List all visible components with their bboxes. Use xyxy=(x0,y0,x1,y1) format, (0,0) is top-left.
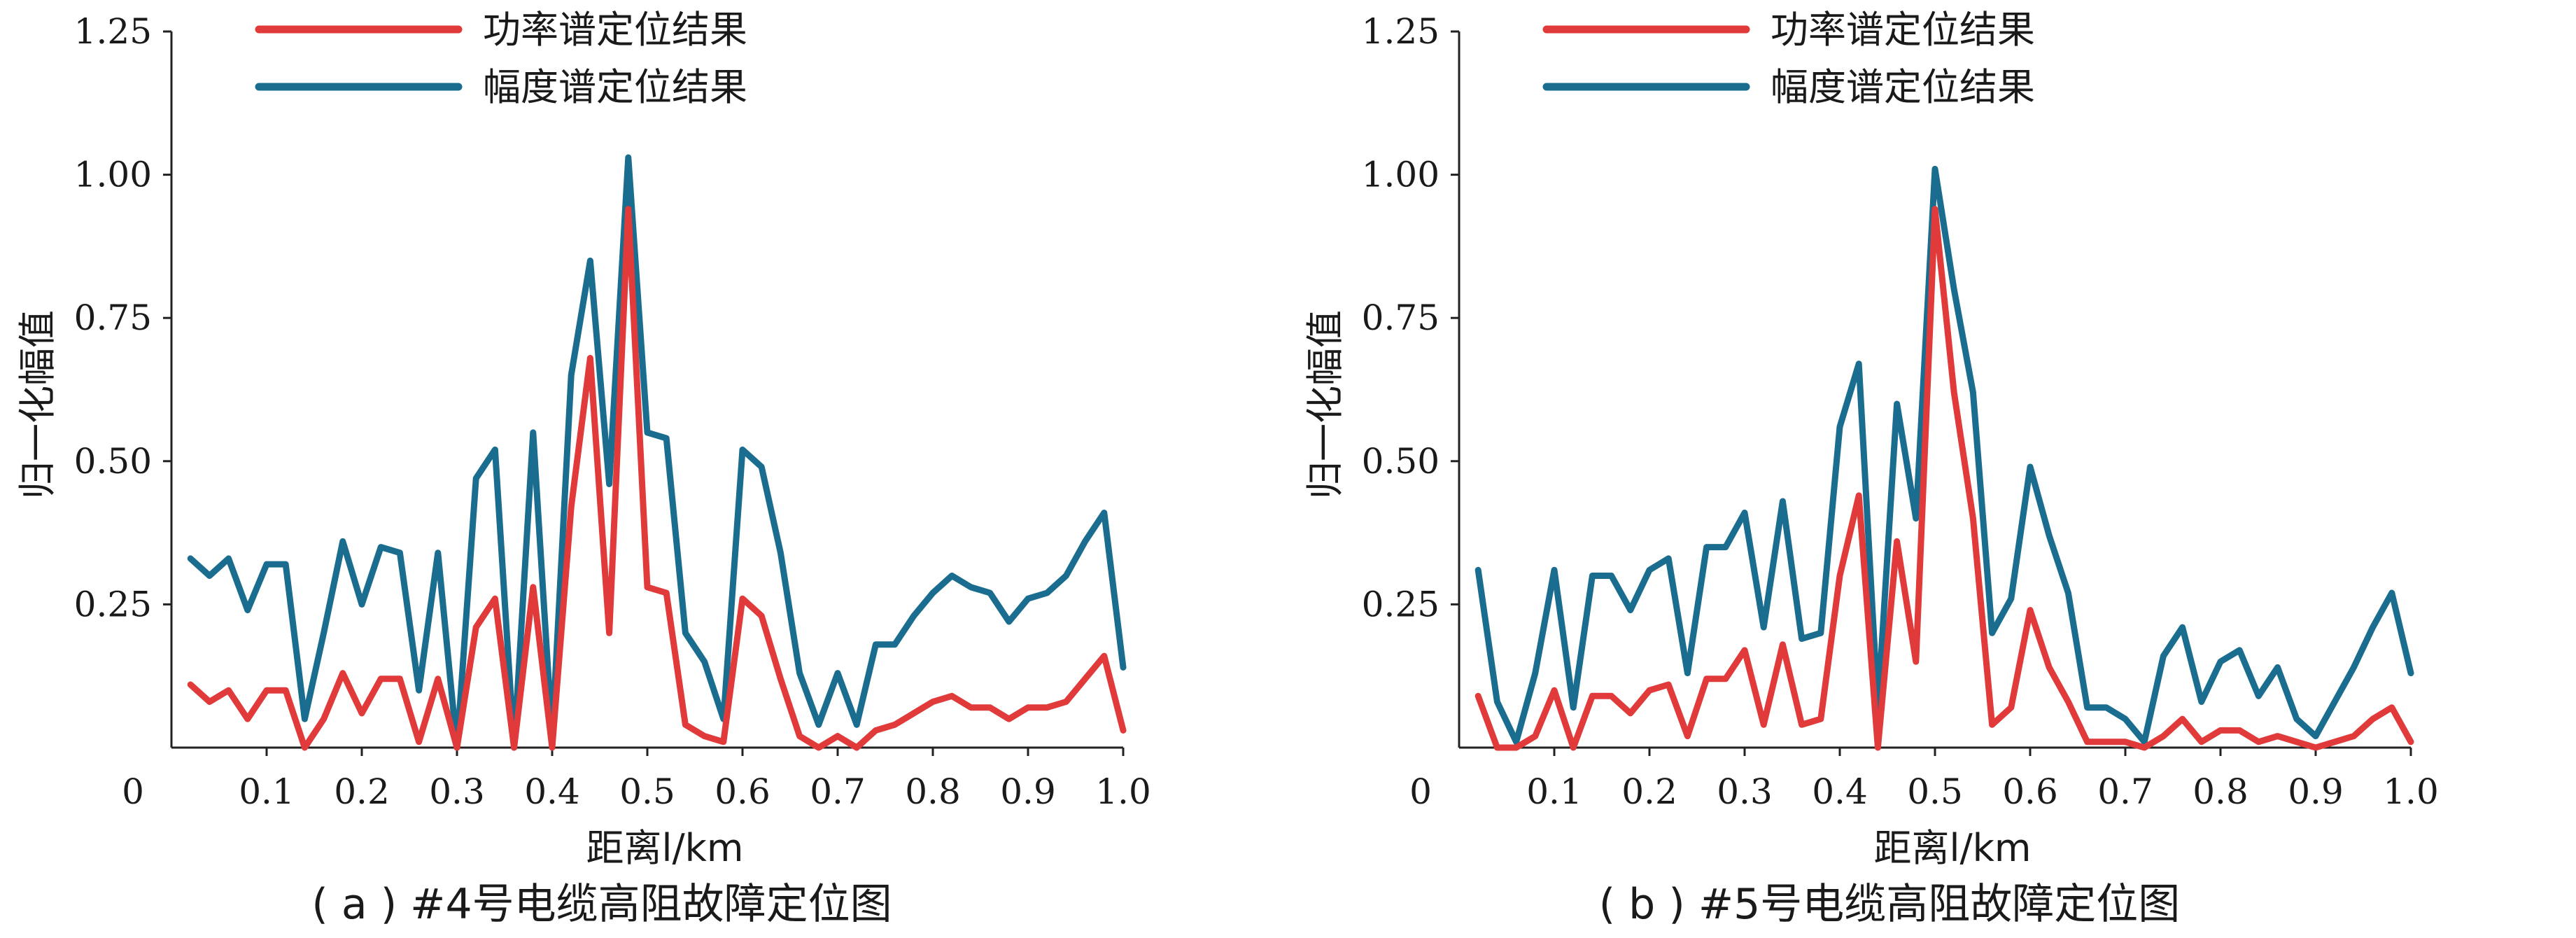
y-tick-label: 1.00 xyxy=(1362,155,1440,195)
figure-caption: ( b ) #5号电缆高阻故障定位图 xyxy=(1599,880,2181,929)
x-tick-label: 0.2 xyxy=(334,771,390,812)
legend-label: 功率谱定位结果 xyxy=(483,8,747,52)
y-tick-label: 1.00 xyxy=(74,155,152,195)
series-line-power-spectrum xyxy=(187,206,1127,751)
x-tick-label: 0.6 xyxy=(2002,771,2058,812)
x-axis-title: 距离l/km xyxy=(586,826,743,870)
x-tick-label: 0.8 xyxy=(2193,771,2248,812)
x-tick-label: 0.1 xyxy=(1526,771,1582,812)
y-axis-title: 归一化幅值 xyxy=(15,310,59,499)
x-tick-label: 0.4 xyxy=(1812,771,1868,812)
tick-labels-b: 0 0.1 0.2 0.3 0.4 0.5 0.6 0.7 0.8 0.9 1.0 0.25 0.50 0… xyxy=(1362,11,2439,812)
chart-svg-a: 0 0.1 0.2 0.3 0.4 0.5 0.6 0.7 0.8 0.9 1.0 0.25 0.50 0… xyxy=(15,8,1151,929)
x-tick-label: 1.0 xyxy=(2383,771,2439,812)
y-tick-label: 1.25 xyxy=(74,11,152,52)
y-tick-label: 0.25 xyxy=(1362,584,1440,624)
y-tick-label: 0.50 xyxy=(74,441,152,482)
x-tick-label: 0 xyxy=(1409,771,1432,812)
x-tick-label: 0.8 xyxy=(905,771,961,812)
x-tick-label: 0.4 xyxy=(524,771,580,812)
legend-label: 幅度谱定位结果 xyxy=(483,65,747,109)
x-tick-label: 0.6 xyxy=(715,771,770,812)
chart-panel-a: 0 0.1 0.2 0.3 0.4 0.5 0.6 0.7 0.8 0.9 1.0 0.25 0.50 0… xyxy=(15,8,1151,929)
figure-caption: ( a ) #4号电缆高阻故障定位图 xyxy=(311,880,892,929)
x-tick-label: 0.1 xyxy=(239,771,295,812)
y-tick-label: 1.25 xyxy=(1362,11,1440,52)
y-axis-title: 归一化幅值 xyxy=(1303,310,1347,499)
chart-panel-b: 0 0.1 0.2 0.3 0.4 0.5 0.6 0.7 0.8 0.9 1.0 0.25 0.50 0… xyxy=(1288,0,2576,938)
x-tick-label: 0.7 xyxy=(2097,771,2153,812)
series-lines-a xyxy=(187,154,1127,751)
x-tick-label: 0.3 xyxy=(429,771,485,812)
x-tick-label: 0 xyxy=(122,771,144,812)
x-tick-label: 0.9 xyxy=(2288,771,2344,812)
x-tick-label: 0.3 xyxy=(1717,771,1773,812)
y-tick-label: 0.50 xyxy=(1362,441,1440,482)
series-line-amplitude-spectrum xyxy=(1474,165,2414,746)
x-tick-label: 0.9 xyxy=(1000,771,1056,812)
y-tick-label: 0.75 xyxy=(1362,298,1440,338)
x-tick-label: 1.0 xyxy=(1095,771,1151,812)
series-lines-b xyxy=(1474,165,2414,751)
series-line-amplitude-spectrum xyxy=(187,154,1127,751)
chart-svg-b: 0 0.1 0.2 0.3 0.4 0.5 0.6 0.7 0.8 0.9 1.0 0.25 0.50 0… xyxy=(1303,8,2439,929)
x-tick-label: 0.5 xyxy=(1907,771,1963,812)
axes-b xyxy=(1451,30,2412,756)
x-tick-label: 0.5 xyxy=(619,771,675,812)
legend-label: 幅度谱定位结果 xyxy=(1771,65,2035,109)
x-tick-label: 0.7 xyxy=(810,771,866,812)
y-tick-label: 0.75 xyxy=(74,298,152,338)
tick-labels-a: 0 0.1 0.2 0.3 0.4 0.5 0.6 0.7 0.8 0.9 1.0 0.25 0.50 0… xyxy=(74,11,1151,812)
y-tick-label: 0.25 xyxy=(74,584,152,624)
legend-label: 功率谱定位结果 xyxy=(1771,8,2035,52)
series-line-power-spectrum xyxy=(1474,206,2414,751)
x-tick-label: 0.2 xyxy=(1621,771,1677,812)
x-axis-title: 距离l/km xyxy=(1873,826,2031,870)
